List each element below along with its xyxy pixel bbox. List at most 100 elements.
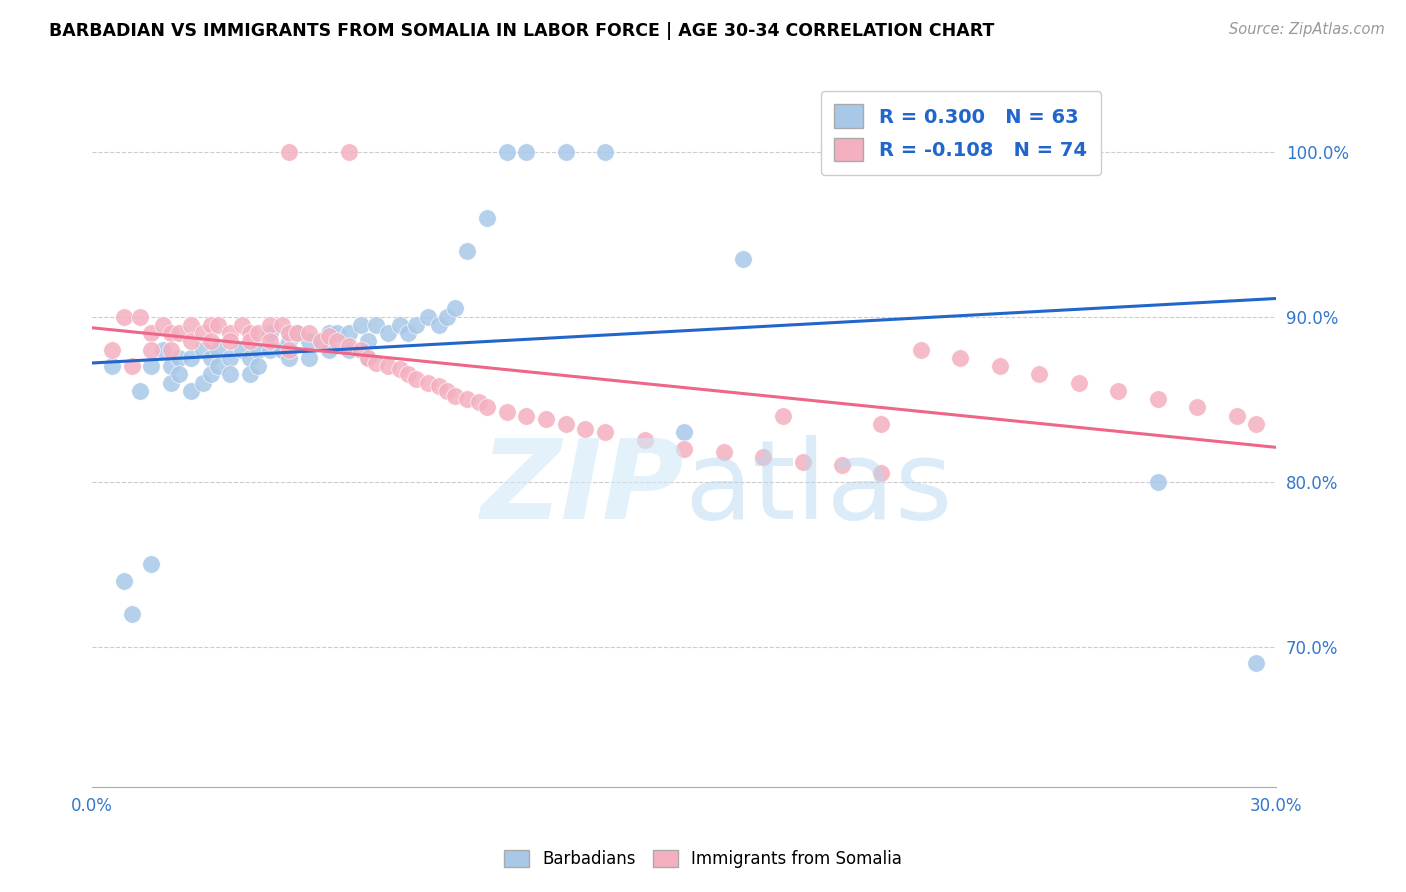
Point <box>752 450 775 464</box>
Point <box>337 343 360 357</box>
Point <box>167 368 190 382</box>
Point <box>515 145 537 159</box>
Point <box>337 326 360 340</box>
Point <box>349 318 371 332</box>
Point <box>278 334 301 349</box>
Point <box>444 389 467 403</box>
Point <box>388 318 411 332</box>
Point <box>377 359 399 373</box>
Point <box>246 326 269 340</box>
Point <box>200 318 222 332</box>
Point <box>366 318 388 332</box>
Point <box>101 359 124 373</box>
Point <box>246 359 269 373</box>
Point <box>468 395 491 409</box>
Point <box>337 145 360 159</box>
Point <box>259 343 281 357</box>
Point <box>309 334 332 349</box>
Point <box>270 343 292 357</box>
Point <box>377 326 399 340</box>
Text: Source: ZipAtlas.com: Source: ZipAtlas.com <box>1229 22 1385 37</box>
Point <box>436 384 458 398</box>
Point <box>574 422 596 436</box>
Point <box>219 368 242 382</box>
Point <box>278 326 301 340</box>
Point <box>239 326 262 340</box>
Point <box>180 384 202 398</box>
Point <box>200 334 222 349</box>
Point <box>515 409 537 423</box>
Point <box>298 351 321 365</box>
Point <box>792 455 814 469</box>
Point <box>396 326 419 340</box>
Point <box>554 145 576 159</box>
Point <box>475 211 498 225</box>
Point <box>160 343 183 357</box>
Point <box>495 405 517 419</box>
Text: ZIP: ZIP <box>481 435 685 542</box>
Point <box>180 334 202 349</box>
Point <box>180 351 202 365</box>
Point <box>219 334 242 349</box>
Point <box>1246 417 1268 431</box>
Point <box>1146 392 1168 406</box>
Point <box>239 368 262 382</box>
Point <box>910 343 932 357</box>
Point <box>1028 368 1050 382</box>
Point <box>191 326 214 340</box>
Point <box>554 417 576 431</box>
Point <box>239 351 262 365</box>
Point <box>456 392 478 406</box>
Point <box>337 339 360 353</box>
Point <box>287 326 309 340</box>
Point <box>475 401 498 415</box>
Point <box>141 359 163 373</box>
Point <box>1107 384 1129 398</box>
Point <box>1246 656 1268 670</box>
Point <box>534 412 557 426</box>
Point <box>160 376 183 390</box>
Point <box>207 359 229 373</box>
Point <box>219 326 242 340</box>
Point <box>436 310 458 324</box>
Point <box>200 351 222 365</box>
Point <box>593 145 616 159</box>
Point <box>366 356 388 370</box>
Point <box>200 368 222 382</box>
Point <box>772 409 794 423</box>
Point <box>287 326 309 340</box>
Point <box>388 362 411 376</box>
Point <box>456 244 478 258</box>
Point <box>259 326 281 340</box>
Point <box>128 310 150 324</box>
Point <box>444 301 467 316</box>
Point <box>152 343 174 357</box>
Point <box>121 607 143 621</box>
Point <box>278 145 301 159</box>
Point <box>207 318 229 332</box>
Point <box>180 318 202 332</box>
Point <box>870 417 893 431</box>
Point <box>1146 475 1168 489</box>
Point <box>141 557 163 571</box>
Point <box>207 343 229 357</box>
Text: BARBADIAN VS IMMIGRANTS FROM SOMALIA IN LABOR FORCE | AGE 30-34 CORRELATION CHAR: BARBADIAN VS IMMIGRANTS FROM SOMALIA IN … <box>49 22 994 40</box>
Point <box>112 310 135 324</box>
Point <box>349 343 371 357</box>
Point <box>318 326 340 340</box>
Point <box>278 351 301 365</box>
Legend: R = 0.300   N = 63, R = -0.108   N = 74: R = 0.300 N = 63, R = -0.108 N = 74 <box>821 91 1101 175</box>
Point <box>1067 376 1090 390</box>
Text: atlas: atlas <box>685 435 953 542</box>
Point <box>405 318 427 332</box>
Point <box>239 334 262 349</box>
Legend: Barbadians, Immigrants from Somalia: Barbadians, Immigrants from Somalia <box>498 843 908 875</box>
Point <box>141 343 163 357</box>
Point <box>1226 409 1249 423</box>
Point <box>160 326 183 340</box>
Point <box>429 379 451 393</box>
Point <box>167 351 190 365</box>
Point <box>416 376 439 390</box>
Point <box>219 351 242 365</box>
Point <box>870 467 893 481</box>
